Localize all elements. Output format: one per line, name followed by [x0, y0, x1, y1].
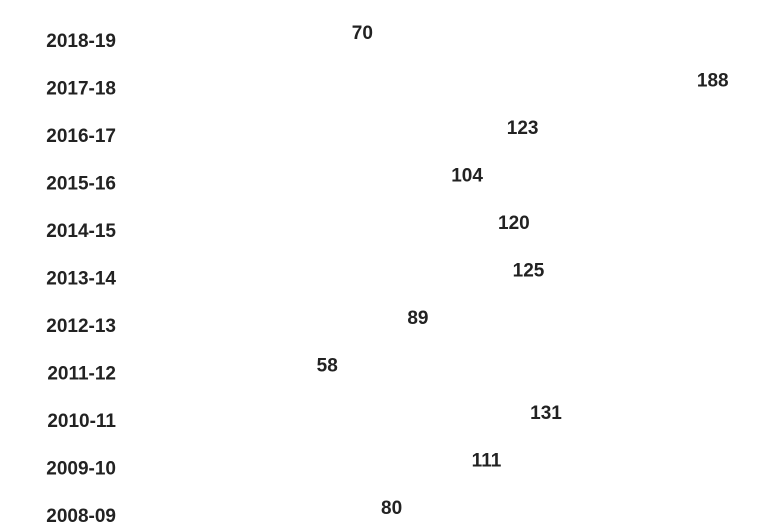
value-label: 58: [317, 356, 338, 377]
value-label: 125: [513, 261, 545, 282]
bar-highlight-2018-19: [127, 48, 332, 54]
bar-highlight-2009-10: [127, 475, 452, 482]
value-label: 80: [381, 498, 402, 519]
value-label: 120: [498, 213, 530, 234]
category-label: 2017-18: [46, 79, 116, 100]
value-label: 188: [697, 71, 729, 92]
value-label: 123: [507, 118, 539, 139]
value-label: 70: [352, 23, 373, 44]
bar-highlight-2012-13: [127, 333, 388, 339]
bar-highlight-2008-09: [127, 523, 361, 525]
category-label: 2010-11: [47, 411, 116, 432]
category-label: 2008-09: [46, 506, 116, 525]
forest-photo-fill: [80, 0, 757, 525]
category-label: 2016-17: [46, 126, 116, 147]
value-label: 111: [472, 451, 502, 472]
category-label: 2013-14: [46, 269, 116, 290]
bar-highlight-2015-16: [127, 190, 432, 197]
bar-highlight-2011-12: [127, 380, 297, 387]
bar-highlight-2010-11: [127, 428, 511, 434]
category-label: 2015-16: [46, 174, 116, 195]
category-label: 2018-19: [46, 31, 116, 52]
value-label: 131: [530, 403, 562, 424]
category-label: 2009-10: [46, 459, 116, 480]
bar-highlight-2014-15: [127, 238, 478, 244]
bar-highlight-2013-14: [127, 285, 493, 292]
value-label: 104: [451, 166, 483, 187]
category-label: 2012-13: [46, 316, 116, 337]
category-label: 2011-12: [47, 364, 116, 385]
value-label: 89: [407, 308, 428, 329]
category-label: 2014-15: [46, 221, 116, 242]
bar-highlight-2017-18: [127, 95, 677, 102]
bar-highlight-2016-17: [127, 143, 487, 149]
